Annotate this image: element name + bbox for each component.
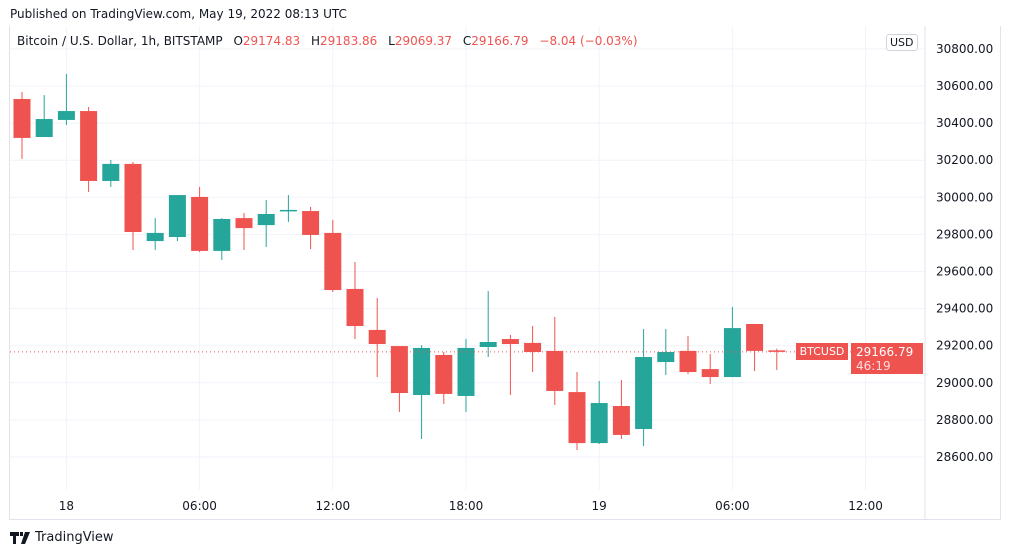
y-tick-label: 30800.00 (936, 42, 993, 56)
symbol-title[interactable]: Bitcoin / U.S. Dollar, 1h, BITSTAMP (17, 34, 223, 48)
y-tick-label: 30600.00 (936, 79, 993, 93)
open-label: O (233, 34, 243, 48)
candle-up (146, 232, 164, 242)
candle-up (590, 403, 608, 444)
candle-down (746, 323, 764, 351)
candle-down (13, 98, 31, 138)
brand-name: TradingView (35, 530, 114, 545)
y-tick-label: 29000.00 (936, 376, 993, 390)
published-note: Published on TradingView.com, May 19, 20… (10, 7, 347, 21)
candle-down (80, 111, 98, 181)
candle-down (324, 232, 342, 291)
candle-down (546, 350, 564, 391)
candle-up (723, 328, 741, 378)
candle-up (168, 195, 186, 237)
candle-down (390, 346, 408, 394)
candle-down (191, 196, 209, 251)
candle-down (368, 329, 386, 345)
candle-up (57, 111, 75, 120)
chart-frame (9, 26, 1001, 520)
candle-up (213, 219, 231, 251)
x-tick-label: 19 (592, 499, 607, 513)
candle-down (568, 392, 586, 444)
y-tick-label: 28600.00 (936, 450, 993, 464)
y-tick-label: 30400.00 (936, 116, 993, 130)
x-tick-label: 12:00 (848, 499, 883, 513)
candle-up (479, 341, 497, 347)
candle-down (124, 163, 142, 232)
candle-up (657, 352, 675, 363)
open-value: 29174.83 (242, 34, 301, 48)
candle-up (35, 119, 53, 138)
last-price-label: 29166.79 46:19 (851, 343, 923, 374)
high-value: 29183.86 (320, 34, 378, 48)
chart-legend: Bitcoin / U.S. Dollar, 1h, BITSTAMP O291… (17, 34, 638, 48)
y-tick-label: 30200.00 (936, 153, 993, 167)
candle-up (635, 357, 653, 429)
candle-down (346, 288, 364, 327)
currency-button[interactable]: USD (886, 34, 918, 51)
candle-down (768, 350, 786, 352)
y-tick-label: 29600.00 (936, 265, 993, 279)
close-value: 29166.79 (471, 34, 529, 48)
candle-down (435, 354, 453, 394)
y-tick-label: 28800.00 (936, 413, 993, 427)
candle-up (257, 213, 275, 226)
x-tick-label: 06:00 (182, 499, 217, 513)
x-tick-label: 18:00 (449, 499, 484, 513)
candle-down (235, 218, 253, 229)
tradingview-logo-icon (10, 531, 30, 544)
candle-down (701, 369, 719, 378)
last-price-value: 29166.79 (856, 345, 914, 359)
y-tick-label: 29800.00 (936, 227, 993, 241)
y-tick-label: 30000.00 (936, 190, 993, 204)
change-value: −8.04 (−0.03%) (539, 34, 638, 48)
candle-up (413, 347, 431, 396)
low-label: L (388, 34, 395, 48)
candle-up (279, 209, 297, 212)
y-tick-label: 29200.00 (936, 339, 993, 353)
high-label: H (311, 34, 321, 48)
candle-down (501, 339, 519, 345)
ticker-label: BTCUSD (796, 343, 848, 360)
x-tick-label: 12:00 (316, 499, 351, 513)
tradingview-footer[interactable]: TradingView (10, 530, 114, 545)
low-value: 29069.37 (394, 34, 453, 48)
candle-up (102, 163, 120, 181)
x-tick-label: 18 (59, 499, 74, 513)
candle-down (679, 350, 697, 373)
candle-down (524, 342, 542, 353)
candle-down (612, 405, 630, 435)
y-tick-label: 29400.00 (936, 302, 993, 316)
candle-up (457, 347, 475, 396)
x-tick-label: 06:00 (715, 499, 750, 513)
bar-countdown: 46:19 (856, 359, 891, 373)
close-label: C (462, 34, 472, 48)
candle-down (302, 211, 320, 235)
